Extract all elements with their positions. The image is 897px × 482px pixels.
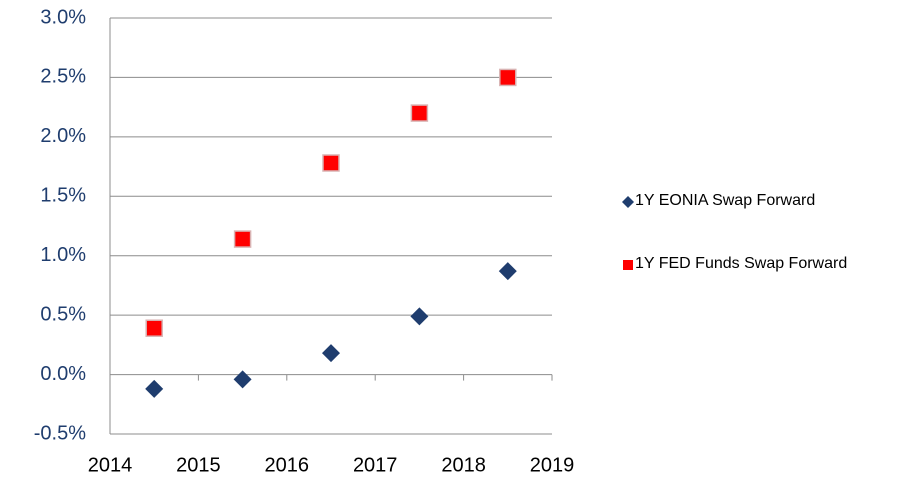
point [322, 154, 340, 172]
point [499, 68, 517, 87]
point [322, 344, 340, 363]
x-tick-label: 2016 [265, 454, 310, 476]
legend-entry: 1Y FED Funds Swap Forward [622, 254, 850, 273]
point [145, 319, 163, 337]
point [410, 307, 429, 326]
legend-label: 1Y FED Funds Swap Forward [635, 255, 848, 272]
legend-diamond [622, 196, 634, 208]
y-tick-label: 0.0% [40, 363, 86, 385]
x-tick-label: 2014 [88, 454, 133, 476]
point [498, 262, 517, 281]
point [410, 104, 429, 122]
x-tick-label: 2017 [353, 454, 398, 476]
legend-square [623, 260, 633, 270]
y-tick-label: 1.0% [40, 244, 86, 266]
y-tick-label: 0.5% [40, 303, 86, 325]
y-tick-label: 2.0% [40, 125, 86, 147]
point [233, 370, 252, 389]
x-tick-label: 2018 [441, 454, 486, 476]
legend-entry: 1Y EONIA Swap Forward [622, 191, 882, 210]
legend-symbol [623, 260, 633, 270]
x-tick-label: 2019 [530, 454, 575, 476]
y-tick-label: 1.5% [40, 185, 86, 207]
y-tick-label: -0.5% [34, 422, 86, 444]
point [145, 379, 164, 398]
legend-symbol [622, 196, 634, 208]
point [233, 230, 252, 248]
y-tick-label: 2.5% [40, 66, 86, 88]
legend-label: 1Y EONIA Swap Forward [635, 192, 816, 209]
x-tick-label: 2015 [176, 454, 221, 476]
y-tick-label: 3.0% [40, 6, 86, 28]
